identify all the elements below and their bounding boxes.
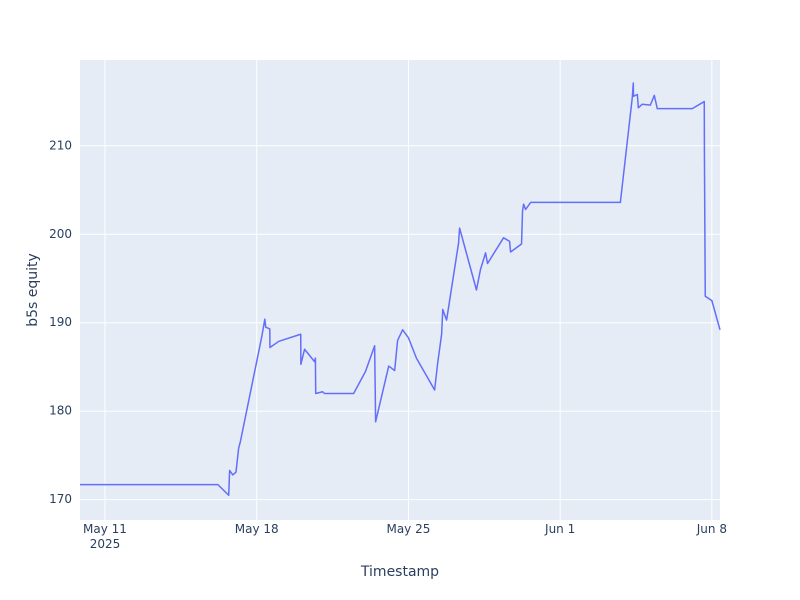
data-line: [80, 82, 721, 496]
y-tick-label: 200: [49, 227, 72, 241]
plot-area: [80, 60, 720, 520]
x-tick-label: May 25: [386, 522, 431, 536]
x-axis-title: Timestamp: [360, 564, 439, 580]
x-tick-label: Jun 1: [545, 522, 576, 536]
y-axis-title: b5s equity: [25, 253, 41, 327]
y-tick-label: 170: [49, 492, 72, 506]
y-tick-label: 190: [49, 315, 72, 329]
x-tick-label: May 18: [234, 522, 279, 536]
y-tick-label: 210: [49, 138, 72, 152]
y-tick-label: 180: [49, 404, 72, 418]
x-tick-label: May 11 2025: [83, 522, 127, 551]
x-tick-label: Jun 8: [696, 522, 727, 536]
